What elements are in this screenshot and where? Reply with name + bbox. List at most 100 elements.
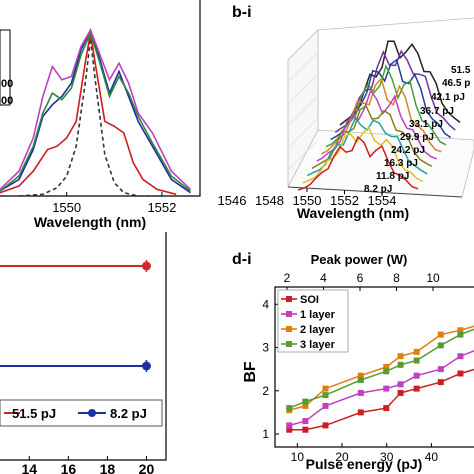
bf-point-2-layer [437, 331, 444, 338]
x-axis-line [287, 186, 463, 198]
d-x-tick-label-30: 30 [380, 450, 394, 464]
d-y-tick-label-1: 1 [262, 427, 269, 441]
panel-d-x-label: Pulse energy (pJ) [306, 456, 423, 472]
d-top-tick-label-8: 8 [393, 271, 400, 285]
b-x-tick-label-1546: 1546 [218, 193, 247, 208]
legend-fragment-2: 00 [1, 95, 13, 107]
bf-point-2-layer [302, 402, 309, 409]
panel-a-spectra: 00 00 1550 1552 Wavelength (nm) [0, 0, 201, 230]
x-tick-label-1552: 1552 [147, 200, 176, 215]
panel-d-bf: d-i Peak power (W) BF Pulse energy (pJ) … [232, 251, 474, 472]
legend-label-soi: SOI [300, 294, 319, 306]
energy-label-16-3-pj: 16.3 pJ [384, 158, 418, 169]
bf-point-2-layer [397, 353, 404, 360]
bf-point-1-layer [357, 389, 364, 396]
d-x-tick-label-10: 10 [291, 450, 305, 464]
c-x-tick-label-14: 14 [22, 461, 38, 474]
bf-point-soi [286, 426, 293, 433]
bf-point-soi [302, 426, 309, 433]
energy-label-8-2-pj: 8.2 pJ [364, 184, 392, 195]
bf-point-soi [437, 379, 444, 386]
spectrum-line-4 [0, 31, 191, 192]
back-top-edge [317, 17, 474, 31]
bf-point-1-layer [437, 366, 444, 373]
bf-point-1-layer [302, 418, 309, 425]
d-top-tick-label-2: 2 [284, 271, 291, 285]
c-x-tick-label-20: 20 [139, 461, 155, 474]
panel-a-x-label: Wavelength (nm) [34, 214, 146, 230]
data-point-8-2-pj [141, 361, 151, 371]
d-y-tick-label-2: 2 [262, 384, 269, 398]
legend-label-8pj: 8.2 pJ [110, 406, 147, 421]
bf-point-soi [457, 370, 464, 377]
legend-box-fragment [0, 29, 11, 106]
legend-label-1-layer: 1 layer [300, 309, 336, 321]
panel-c-trend: 51.5 pJ 8.2 pJ 14 16 18 20 [0, 232, 167, 474]
grid-line [287, 95, 319, 127]
bf-point-1-layer [286, 422, 293, 429]
waterfall-spectrum-1 [339, 40, 461, 126]
legend-marker-1-layer [286, 311, 292, 317]
energy-label-24-2-pj: 24.2 pJ [391, 145, 425, 156]
b-x-tick-label-1554: 1554 [368, 193, 397, 208]
bf-point-3-layer [322, 392, 329, 399]
panel-b-x-label: Wavelength (nm) [297, 205, 409, 221]
panel-c-axes [0, 232, 167, 461]
bf-point-1-layer [322, 402, 329, 409]
legend-label-2-layer: 2 layer [300, 324, 336, 336]
bf-point-1-layer [383, 385, 390, 392]
energy-label-33-1-pj: 33.1 pJ [409, 119, 443, 130]
waterfall-spectrum-10 [297, 135, 419, 191]
grid-line [287, 117, 319, 149]
panel-d-label: d-i [232, 251, 252, 268]
d-x-tick-label-20: 20 [335, 450, 349, 464]
grid-line [287, 139, 319, 171]
panel-b-3d-spectra: b-i 51.5 46.5 p 42.1 pJ 36.7 pJ 33.1 pJ 29.9 … [218, 4, 474, 221]
spectrum-line-5 [0, 28, 192, 190]
bf-point-3-layer [302, 398, 309, 405]
d-top-tick-label-4: 4 [320, 271, 327, 285]
data-point-51-5-pj [141, 261, 151, 271]
bf-point-2-layer [457, 327, 464, 334]
energy-label-46-5-p: 46.5 p [442, 78, 470, 89]
bf-point-2-layer [383, 364, 390, 370]
bf-point-soi [322, 422, 329, 429]
legend-marker-8pj [88, 409, 96, 417]
bf-point-3-layer [383, 368, 390, 375]
waterfall-spectrum-7 [311, 104, 433, 169]
c-x-tick-label-16: 16 [61, 461, 77, 474]
grid-line [287, 73, 319, 105]
b-x-tick-label-1550: 1550 [293, 193, 322, 208]
legend-label-51pj: 51.5 pJ [12, 406, 56, 421]
legend-marker-soi [286, 296, 292, 302]
bf-point-3-layer [457, 331, 464, 338]
d-top-tick-label-10: 10 [426, 271, 440, 285]
d-y-tick-label-4: 4 [262, 297, 269, 311]
panel-d-axes-box [274, 286, 474, 448]
panel-d-top-axis-label: Peak power (W) [311, 252, 408, 267]
energy-label-11-8-pj: 11.8 pJ [376, 171, 409, 182]
panel-d-y-label: BF [242, 361, 259, 383]
d-top-tick-label-6: 6 [357, 271, 364, 285]
bf-point-soi [383, 405, 390, 412]
bf-line-3-layer [289, 328, 474, 409]
bf-line-1-layer [289, 350, 474, 427]
bf-point-1-layer [457, 353, 464, 360]
energy-label-36-7-pj: 36.7 pJ [420, 106, 454, 117]
c-x-tick-label-18: 18 [100, 461, 116, 474]
d-x-tick-label-40: 40 [425, 450, 439, 464]
bf-point-3-layer [437, 342, 444, 349]
spectrum-line-3 [0, 27, 191, 194]
bf-point-1-layer [397, 381, 404, 388]
bf-point-soi [357, 409, 364, 416]
b-x-tick-label-1548: 1548 [255, 193, 284, 208]
bf-point-3-layer [397, 361, 404, 368]
bf-line-2-layer [289, 325, 474, 411]
d-y-tick-label-3: 3 [262, 341, 269, 355]
legend-fragment-1: 00 [1, 78, 13, 90]
x-tick-label-1550: 1550 [52, 200, 81, 215]
waterfall-spectrum-2 [334, 49, 456, 133]
energy-label-29-9-pj: 29.9 pJ [400, 132, 434, 143]
legend-label-3-layer: 3 layer [300, 339, 336, 351]
energy-label-42-1-pj: 42.1 pJ [431, 92, 465, 103]
